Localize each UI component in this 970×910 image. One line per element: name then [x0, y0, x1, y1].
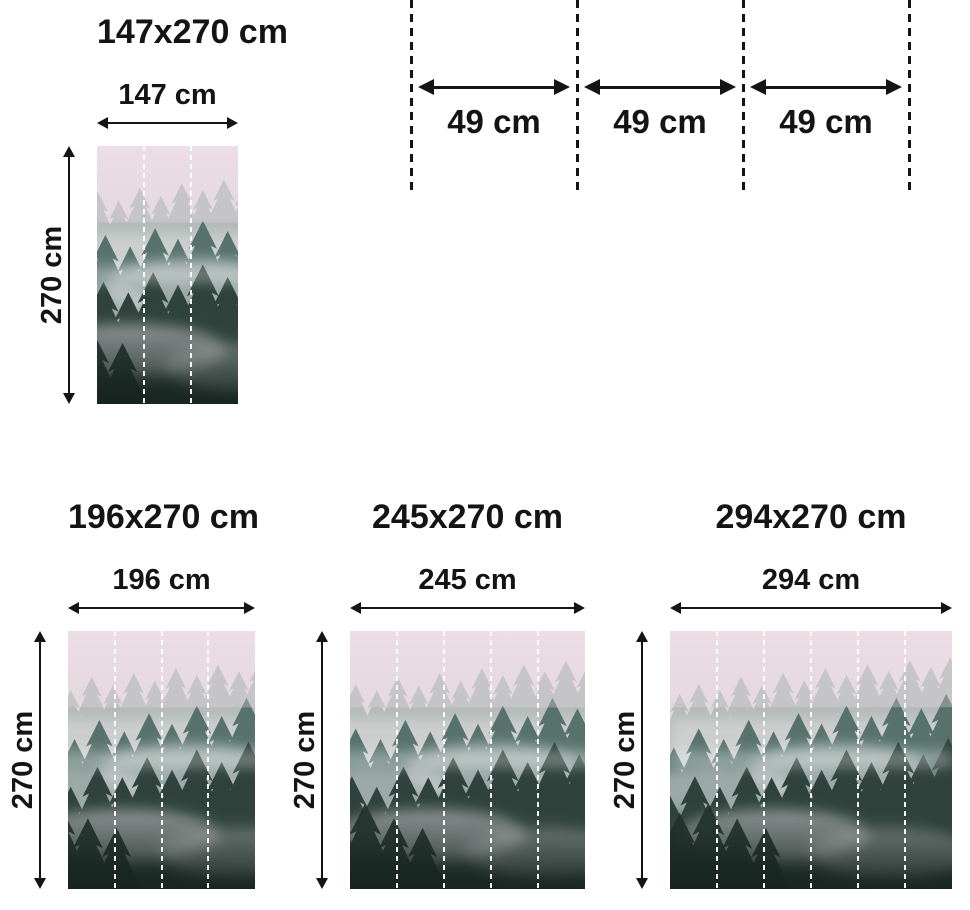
panel-cut-line — [443, 631, 445, 889]
arrow-shaft — [641, 635, 643, 885]
panel-width-arrow — [584, 79, 736, 95]
forest-image — [97, 146, 238, 404]
arrow-shaft — [68, 150, 70, 400]
panel-cut-line — [762, 631, 765, 889]
width-dimension-arrow — [97, 116, 238, 130]
panel-segment: 49 cm — [411, 0, 577, 192]
arrow-head-right — [227, 117, 238, 129]
panel-width-label: 49 cm — [613, 103, 707, 140]
arrow-head-bottom — [34, 878, 46, 889]
panel-boundary-line — [741, 0, 745, 192]
panel-cut-line — [537, 631, 539, 889]
height-dimension-arrow — [315, 631, 329, 889]
mural-preview-196x270 — [68, 631, 255, 889]
arrow-shaft — [354, 607, 581, 609]
arrow-head-right — [554, 79, 570, 95]
height-dimension-column: 270 cm — [289, 631, 350, 889]
panel-cut-line — [490, 631, 492, 889]
panel-cut-line — [904, 631, 906, 889]
panel-cut-line — [715, 631, 718, 889]
size-option-294x270: 294x270 cm 294 cm 270 cm — [609, 497, 952, 889]
arrow-head-right — [244, 602, 255, 614]
mural-preview-245x270 — [350, 631, 585, 889]
arrow-shaft — [39, 635, 41, 885]
arrow-shaft — [755, 85, 897, 89]
height-dimension-column: 270 cm — [609, 631, 670, 889]
size-title: 245x270 cm — [372, 498, 563, 536]
panel-cut-line — [810, 631, 812, 889]
panel-width-label: 49 cm — [779, 103, 873, 140]
size-option-245x270: 245x270 cm 245 cm 270 cm — [289, 497, 585, 889]
panel-cut-line — [160, 631, 163, 889]
height-dimension-column: 270 cm — [7, 631, 68, 889]
panel-cut-line — [396, 631, 398, 889]
size-title: 147x270 cm — [97, 13, 288, 51]
arrow-shaft — [72, 607, 251, 609]
arrow-head-bottom — [63, 393, 75, 404]
height-dimension-arrow — [635, 631, 649, 889]
panel-boundary-line — [409, 0, 413, 192]
height-dimension-arrow — [33, 631, 47, 889]
width-dimension-arrow — [670, 601, 952, 615]
panel-cut-line — [113, 631, 116, 889]
panel-boundary-line — [907, 0, 911, 192]
panel-cut-line — [856, 631, 859, 889]
arrow-shaft — [674, 607, 948, 609]
arrow-shaft — [101, 122, 234, 124]
panel-width-diagram: 49 cm 49 cm 49 cm — [409, 0, 911, 192]
width-dimension-label: 196 cm — [112, 564, 211, 596]
mural-preview-147x270 — [97, 146, 238, 404]
arrow-shaft — [321, 635, 323, 885]
width-dimension-label: 294 cm — [761, 564, 861, 596]
panel-width-arrow — [750, 79, 902, 95]
panel-cut-line — [142, 146, 145, 404]
arrow-head-right — [886, 79, 902, 95]
mural-preview-294x270 — [670, 631, 952, 889]
height-dimension-arrow — [62, 146, 76, 404]
panel-segment: 49 cm — [743, 0, 909, 192]
arrow-shaft — [423, 85, 565, 89]
width-dimension-label: 147 cm — [118, 79, 217, 111]
panel-boundary-line — [575, 0, 579, 192]
width-dimension-arrow — [350, 601, 585, 615]
panel-cut-line — [207, 631, 210, 889]
width-dimension-label: 245 cm — [418, 564, 517, 596]
arrow-head-bottom — [316, 878, 328, 889]
panel-width-label: 49 cm — [447, 103, 541, 140]
size-title: 294x270 cm — [715, 498, 907, 536]
forest-image — [350, 631, 585, 889]
size-option-196x270: 196x270 cm 196 cm 270 cm — [7, 497, 259, 889]
arrow-head-bottom — [636, 878, 648, 889]
arrow-shaft — [589, 85, 731, 89]
arrow-head-right — [720, 79, 736, 95]
size-title: 196x270 cm — [68, 498, 259, 536]
panel-cut-line — [189, 146, 192, 404]
panel-segment: 49 cm — [577, 0, 743, 192]
height-dimension-column: 270 cm — [36, 146, 97, 404]
arrow-head-right — [941, 602, 952, 614]
size-option-147x270: 147x270 cm 147 cm 270 cm — [36, 12, 288, 404]
width-dimension-arrow — [68, 601, 255, 615]
arrow-head-right — [574, 602, 585, 614]
panel-width-arrow — [418, 79, 570, 95]
